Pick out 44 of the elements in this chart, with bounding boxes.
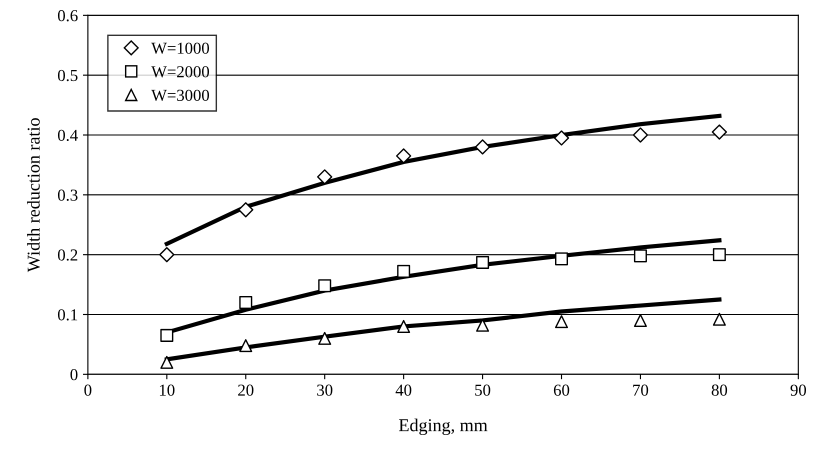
x-axis-title: Edging, mm <box>398 418 488 436</box>
y-tick-label: 0.4 <box>58 130 78 142</box>
point <box>397 320 410 333</box>
point <box>474 139 490 155</box>
point <box>317 169 332 185</box>
point <box>159 247 174 262</box>
point <box>238 202 254 218</box>
y-axis-title: Width reduction ratio <box>27 118 40 272</box>
x-tick-label: 10 <box>160 384 175 396</box>
point <box>396 148 412 164</box>
x-tick-label: 30 <box>317 384 332 396</box>
point <box>476 256 490 269</box>
point <box>318 279 332 292</box>
point <box>712 248 726 262</box>
point <box>632 127 648 143</box>
point <box>712 312 726 326</box>
point <box>160 328 174 342</box>
y-tick-label: 0.5 <box>58 70 78 82</box>
point <box>634 314 647 327</box>
x-tick-label: 80 <box>712 384 728 396</box>
point <box>554 130 570 146</box>
point <box>318 332 332 345</box>
y-tick-label: 0.2 <box>58 249 78 261</box>
legend-label: W=3000 <box>151 90 210 102</box>
point <box>239 339 252 352</box>
point <box>555 252 568 266</box>
x-tick-label: 40 <box>396 384 412 396</box>
point <box>712 124 728 140</box>
point <box>397 264 410 278</box>
point <box>239 296 252 310</box>
point <box>634 249 647 262</box>
x-tick-label: 90 <box>790 384 806 396</box>
legend-label: W=1000 <box>151 42 210 54</box>
x-tick-label: 70 <box>633 384 648 396</box>
x-tick-label: 0 <box>84 384 92 396</box>
y-tick-label: 0.1 <box>58 309 78 321</box>
y-tick-label: 0.3 <box>58 190 78 201</box>
x-tick-label: 20 <box>238 384 254 396</box>
point <box>555 315 568 328</box>
legend-label: W=2000 <box>151 66 210 78</box>
x-tick-label: 50 <box>475 384 490 396</box>
x-tick-label: 60 <box>554 384 570 396</box>
y-tick-label: 0.6 <box>58 10 78 22</box>
y-tick-label: 0 <box>70 369 78 380</box>
